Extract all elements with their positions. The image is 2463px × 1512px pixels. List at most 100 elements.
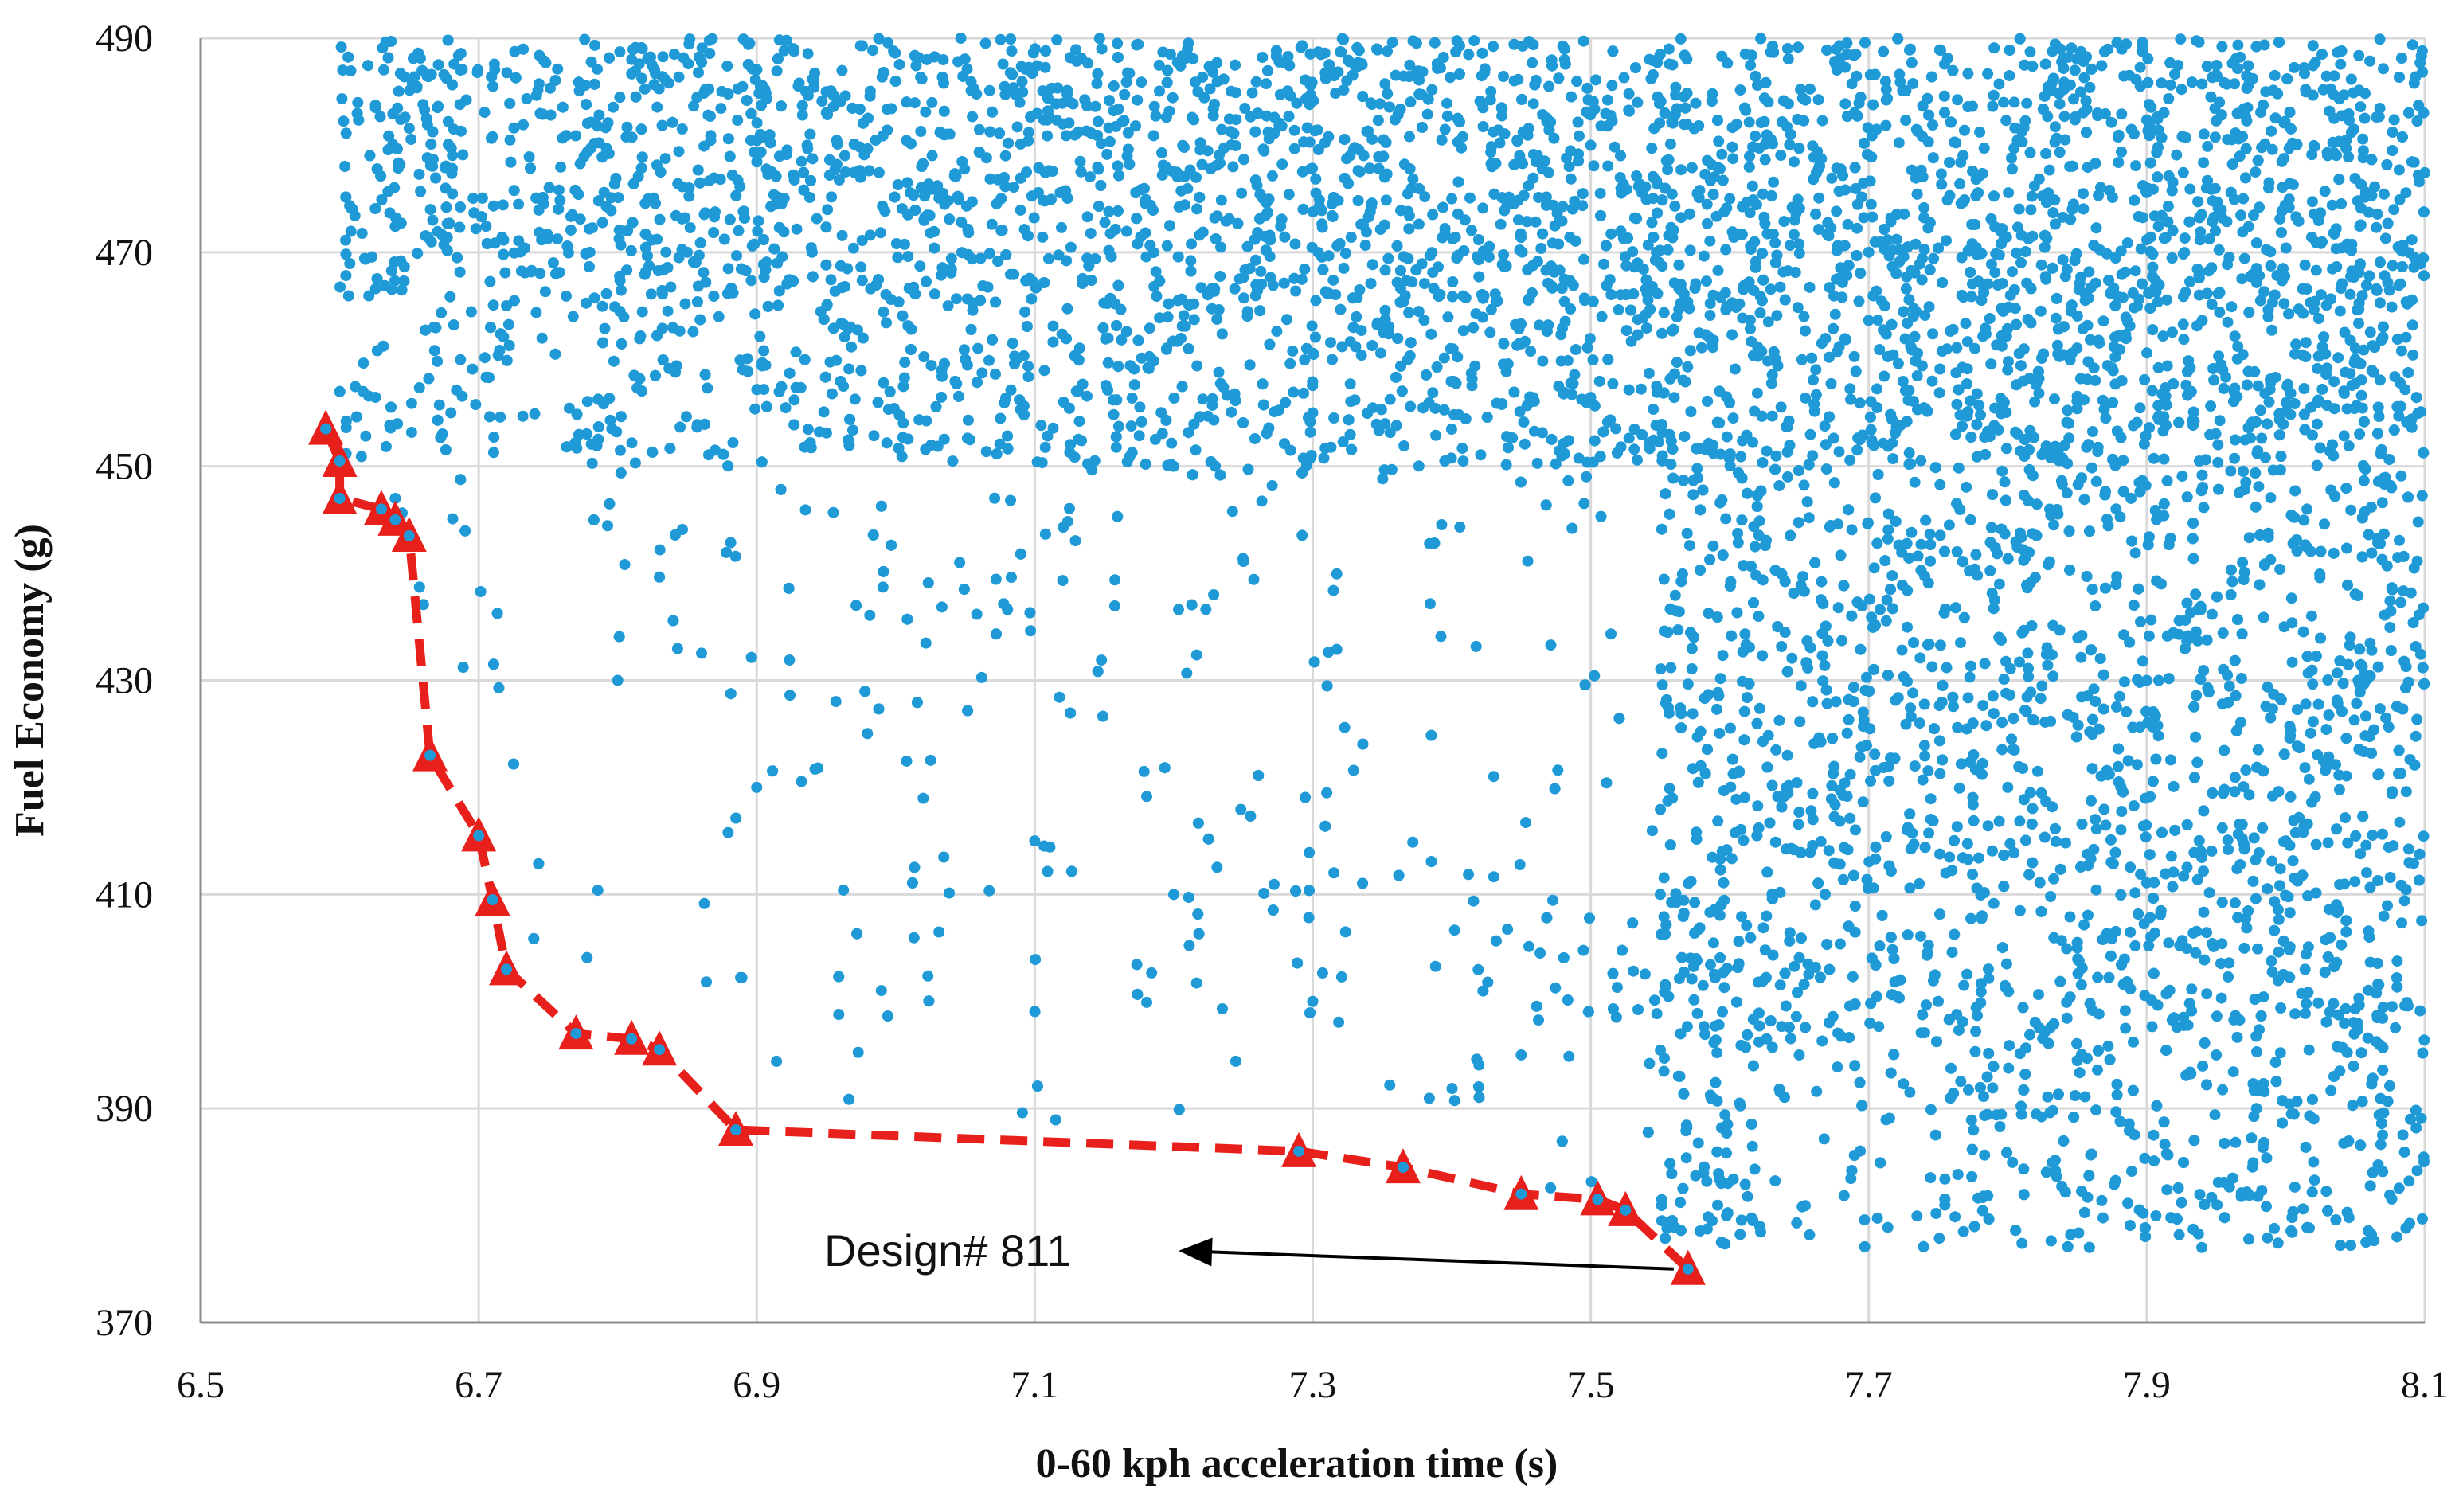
scatter-point: [1900, 115, 1912, 127]
scatter-point: [1936, 178, 1948, 190]
scatter-point: [1073, 433, 1085, 445]
scatter-point: [2097, 315, 2109, 327]
scatter-point: [1485, 303, 1497, 315]
scatter-point: [2000, 115, 2012, 127]
scatter-point: [1490, 295, 1502, 307]
scatter-point: [1441, 97, 1452, 109]
scatter-point: [1713, 135, 1725, 147]
scatter-point: [2371, 221, 2383, 233]
scatter-point: [1922, 765, 1934, 777]
scatter-point: [1851, 70, 1863, 82]
scatter-point: [1056, 221, 1067, 233]
scatter-point: [1711, 1146, 1723, 1158]
scatter-point: [1620, 325, 1632, 337]
scatter-point: [2023, 869, 2035, 881]
scatter-point: [1870, 492, 1881, 504]
scatter-point: [1558, 295, 1570, 307]
scatter-point: [1144, 322, 1155, 334]
scatter-point: [2016, 627, 2028, 639]
scatter-point: [1410, 37, 1422, 49]
scatter-point: [2256, 432, 2268, 444]
scatter-point: [1178, 310, 1190, 322]
scatter-point: [1299, 263, 1311, 275]
scatter-point: [1672, 624, 1684, 635]
scatter-point: [2374, 103, 2386, 114]
scatter-point: [1738, 834, 1750, 846]
scatter-point: [1785, 240, 1796, 252]
scatter-point: [2391, 400, 2403, 412]
scatter-point: [1721, 1127, 1733, 1139]
scatter-point: [1527, 98, 1539, 110]
scatter-point: [1445, 424, 1457, 435]
scatter-point: [2382, 900, 2393, 912]
scatter-point: [725, 537, 737, 549]
scatter-point: [1976, 1192, 1988, 1204]
scatter-point: [615, 467, 627, 479]
scatter-point: [1183, 940, 1195, 951]
scatter-point: [1448, 1095, 1460, 1107]
scatter-point: [1089, 455, 1101, 467]
scatter-point: [2129, 547, 2141, 559]
scatter-point: [1934, 363, 1946, 375]
scatter-point: [1306, 320, 1318, 332]
scatter-point: [1869, 748, 1881, 760]
scatter-point: [1156, 169, 1168, 181]
scatter-point: [680, 411, 692, 423]
scatter-point: [882, 37, 893, 49]
scatter-point: [2150, 1210, 2162, 1221]
scatter-point: [436, 428, 448, 440]
scatter-point: [768, 189, 780, 201]
scatter-point: [967, 111, 979, 123]
scatter-point: [2087, 426, 2098, 437]
scatter-point: [1885, 216, 1897, 228]
scatter-point: [1859, 1240, 1871, 1252]
scatter-point: [2015, 1100, 2027, 1112]
scatter-point: [2311, 459, 2323, 471]
scatter-point: [2024, 46, 2036, 58]
scatter-point: [1849, 901, 1861, 912]
scatter-point: [2159, 1139, 2171, 1151]
scatter-point: [352, 96, 364, 108]
scatter-point: [2111, 1089, 2123, 1101]
scatter-point: [547, 257, 559, 269]
scatter-point: [1186, 238, 1198, 250]
scatter-point: [1514, 859, 1526, 870]
scatter-point: [1740, 104, 1752, 116]
scatter-point: [2254, 295, 2266, 307]
scatter-point: [2176, 471, 2188, 483]
scatter-point: [1841, 791, 1853, 803]
scatter-point: [1328, 867, 1340, 879]
scatter-point: [1971, 388, 1983, 400]
scatter-point: [1886, 570, 1898, 582]
scatter-point: [791, 223, 803, 235]
scatter-point: [2394, 816, 2406, 828]
scatter-point: [2311, 651, 2322, 662]
scatter-point: [1379, 264, 1391, 276]
scatter-point: [2384, 595, 2396, 607]
scatter-point: [1468, 322, 1480, 334]
scatter-point: [682, 58, 694, 70]
scatter-point: [1863, 593, 1875, 605]
scatter-point: [955, 33, 967, 44]
scatter-point: [1749, 1163, 1761, 1175]
scatter-point: [2238, 193, 2250, 205]
scatter-point: [1740, 1041, 1752, 1053]
scatter-point: [1961, 838, 1973, 850]
scatter-point: [1820, 889, 1831, 901]
scatter-point: [1074, 155, 1086, 167]
scatter-point: [2187, 553, 2199, 565]
scatter-point: [1287, 345, 1299, 357]
scatter-point: [2217, 1084, 2229, 1096]
scatter-point: [2076, 819, 2088, 830]
scatter-point: [2143, 630, 2155, 642]
scatter-point: [2138, 438, 2150, 450]
scatter-point: [1578, 498, 1590, 510]
scatter-point: [898, 372, 910, 384]
scatter-point: [2278, 153, 2290, 165]
scatter-point: [1698, 250, 1710, 262]
scatter-point: [1979, 1149, 1991, 1161]
scatter-point: [790, 346, 802, 358]
scatter-point: [668, 49, 680, 61]
scatter-point: [2358, 475, 2370, 486]
scatter-point: [2378, 910, 2390, 922]
